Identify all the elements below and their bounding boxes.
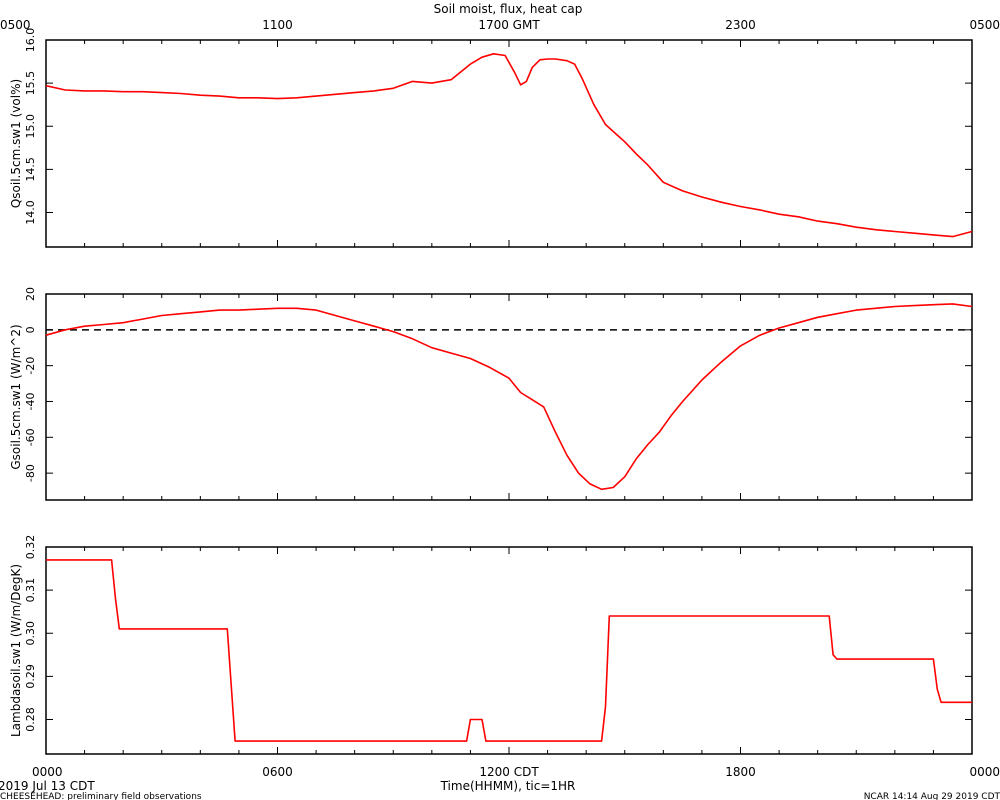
top-tick-label: 0500 [0, 18, 31, 32]
soil-heat-flux-panel: -80 -60 -40 -20 0 20 Gsoil.5cm.sw1 (W/m^2) [9, 287, 973, 501]
footer-left-note: CHEESEHEAD: preliminary field observatio… [0, 792, 202, 800]
soil-moisture-panel: 14.0 14.5 15.0 15.5 16.0 Qsoil.5cm.sw1 (vol%) [9, 28, 973, 248]
y-tick-label: 0.29 [24, 664, 37, 689]
plot-frame [45, 39, 973, 248]
y-tick-label: 20 [24, 287, 37, 301]
bottom-tick-label: 1200 CDT [479, 765, 539, 779]
bottom-tick-label: 1800 [725, 765, 756, 779]
y-tick-label: 0.31 [24, 578, 37, 603]
series-line [45, 52, 973, 238]
y-axis-label: Gsoil.5cm.sw1 (W/m^2) [9, 324, 23, 469]
series-line [45, 303, 973, 491]
y-axis-label: Qsoil.5cm.sw1 (vol%) [9, 79, 23, 208]
y-tick-label: 0 [24, 326, 37, 333]
y-tick-label: 0.30 [24, 621, 37, 646]
x-axis-label: Time(HHMM), tic=1HR [440, 779, 576, 793]
bottom-tick-label: 0000 [32, 765, 63, 779]
date-label: 2019 Jul 13 CDT [0, 779, 95, 793]
bottom-tick-label: 0600 [262, 765, 293, 779]
top-tick-label: 0500 [969, 18, 1000, 32]
y-tick-label: 15.0 [24, 114, 37, 139]
y-tick-label: 0.32 [24, 535, 37, 560]
y-tick-label: -60 [24, 428, 37, 446]
y-tick-label: 14.0 [24, 200, 37, 225]
plot-frame [45, 293, 973, 501]
y-tick-label: -40 [24, 392, 37, 410]
top-tick-label: 1700 GMT [478, 18, 540, 32]
chart-title: Soil moist, flux, heat cap [434, 2, 583, 16]
y-tick-label: 0.28 [24, 707, 37, 732]
y-tick-label: 15.5 [24, 71, 37, 96]
footer-right-note: NCAR 14:14 Aug 29 2019 CDT [864, 792, 1000, 800]
bottom-tick-label: 0000 [969, 765, 1000, 779]
y-tick-label: 16.0 [24, 28, 37, 53]
bottom-axis-tick-labels: 0000 0600 1200 CDT 1800 0000 [32, 765, 1000, 779]
series-line [46, 559, 972, 742]
top-tick-label: 2300 [725, 18, 756, 32]
y-tick-label: -80 [24, 464, 37, 482]
y-axis-label: Lambdasoil.sw1 (W/m/DegK) [9, 564, 23, 737]
y-tick-label: 14.5 [24, 157, 37, 182]
y-tick-label: -20 [24, 357, 37, 375]
top-tick-label: 1100 [262, 18, 293, 32]
top-axis-tick-labels: 0500 1100 1700 GMT 2300 0500 [0, 18, 1000, 32]
